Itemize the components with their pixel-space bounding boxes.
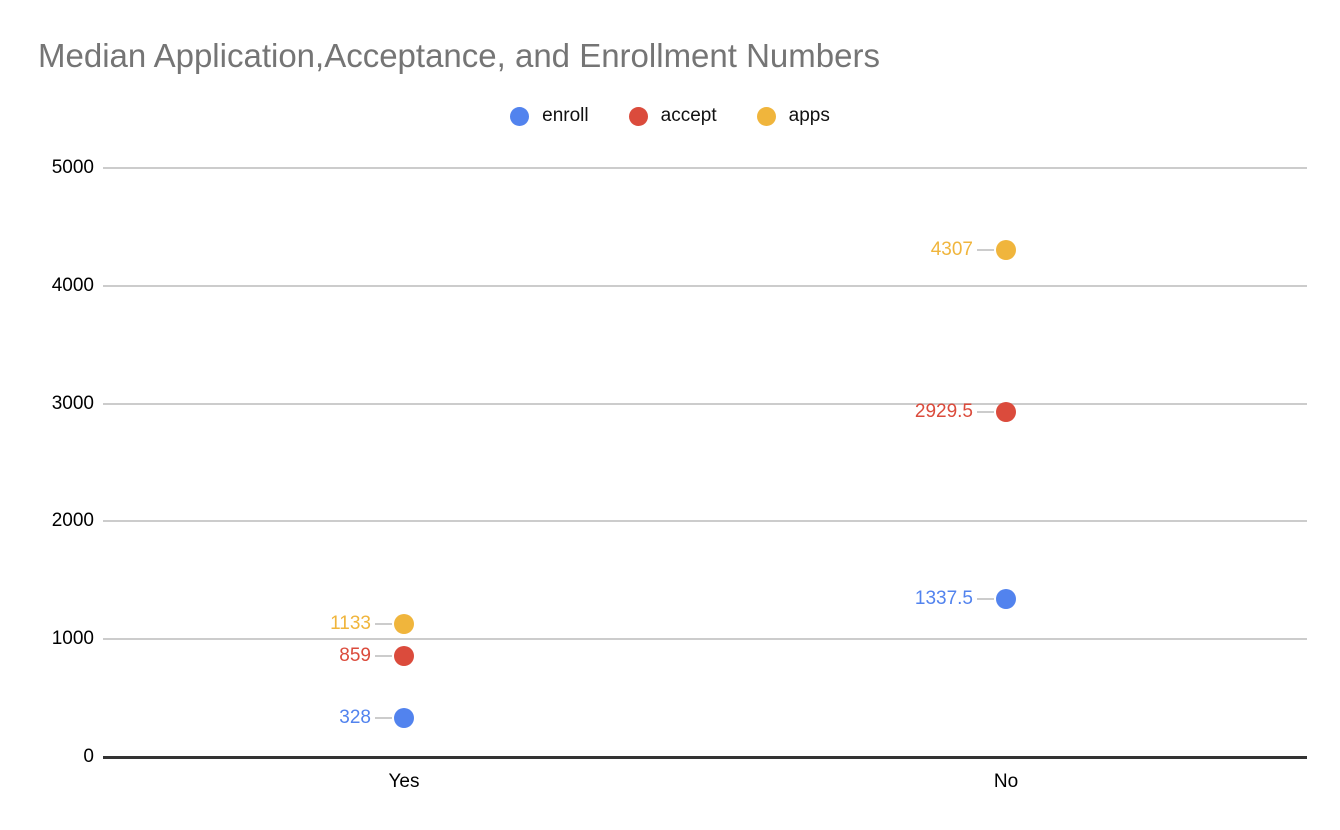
point-label-accept-no: 2929.5	[914, 400, 973, 422]
point-label-apps-no: 4307	[930, 238, 973, 260]
gridline	[103, 638, 1307, 641]
y-tick-label: 5000	[51, 157, 94, 178]
legend-swatch-icon	[628, 106, 648, 126]
point-label-accept-yes: 859	[339, 644, 371, 666]
legend-item-enroll: enroll	[510, 105, 589, 127]
data-point-enroll-no[interactable]	[996, 589, 1016, 610]
gridline	[103, 167, 1307, 169]
x-axis-baseline	[103, 756, 1307, 759]
gridline	[103, 520, 1307, 523]
y-tick-label: 3000	[51, 392, 94, 414]
point-callout-line	[375, 622, 392, 625]
legend-swatch-icon	[510, 106, 530, 126]
data-point-accept-no[interactable]	[996, 401, 1016, 422]
legend-label: accept	[660, 105, 717, 126]
legend-label: enroll	[542, 105, 589, 126]
x-tick-label-yes: Yes	[388, 771, 420, 792]
point-callout-line	[375, 717, 392, 720]
data-point-enroll-yes[interactable]	[394, 708, 414, 729]
point-label-enroll-yes: 328	[339, 707, 371, 729]
y-tick-label: 4000	[51, 274, 94, 296]
point-label-apps-yes: 1133	[330, 612, 371, 634]
chart-title: Median Application,Acceptance, and Enrol…	[38, 37, 880, 74]
chart-legend: enroll accept apps	[0, 105, 1340, 127]
gridline	[103, 284, 1307, 287]
point-callout-line	[977, 248, 994, 251]
x-tick-label-no: No	[993, 771, 1019, 792]
legend-item-accept: accept	[628, 105, 717, 127]
point-callout-line	[375, 654, 392, 657]
point-label-enroll-no: 1337.5	[914, 588, 973, 610]
data-point-accept-yes[interactable]	[394, 645, 414, 666]
legend-label: apps	[788, 105, 830, 126]
point-callout-line	[977, 410, 994, 413]
point-callout-line	[977, 598, 994, 601]
y-tick-label: 0	[83, 746, 94, 767]
legend-item-apps: apps	[756, 105, 830, 127]
data-point-apps-no[interactable]	[996, 239, 1016, 260]
legend-swatch-icon	[756, 106, 776, 126]
y-tick-label: 2000	[51, 510, 94, 532]
data-point-apps-yes[interactable]	[394, 613, 414, 634]
gridline	[103, 402, 1307, 405]
y-tick-label: 1000	[51, 628, 94, 650]
